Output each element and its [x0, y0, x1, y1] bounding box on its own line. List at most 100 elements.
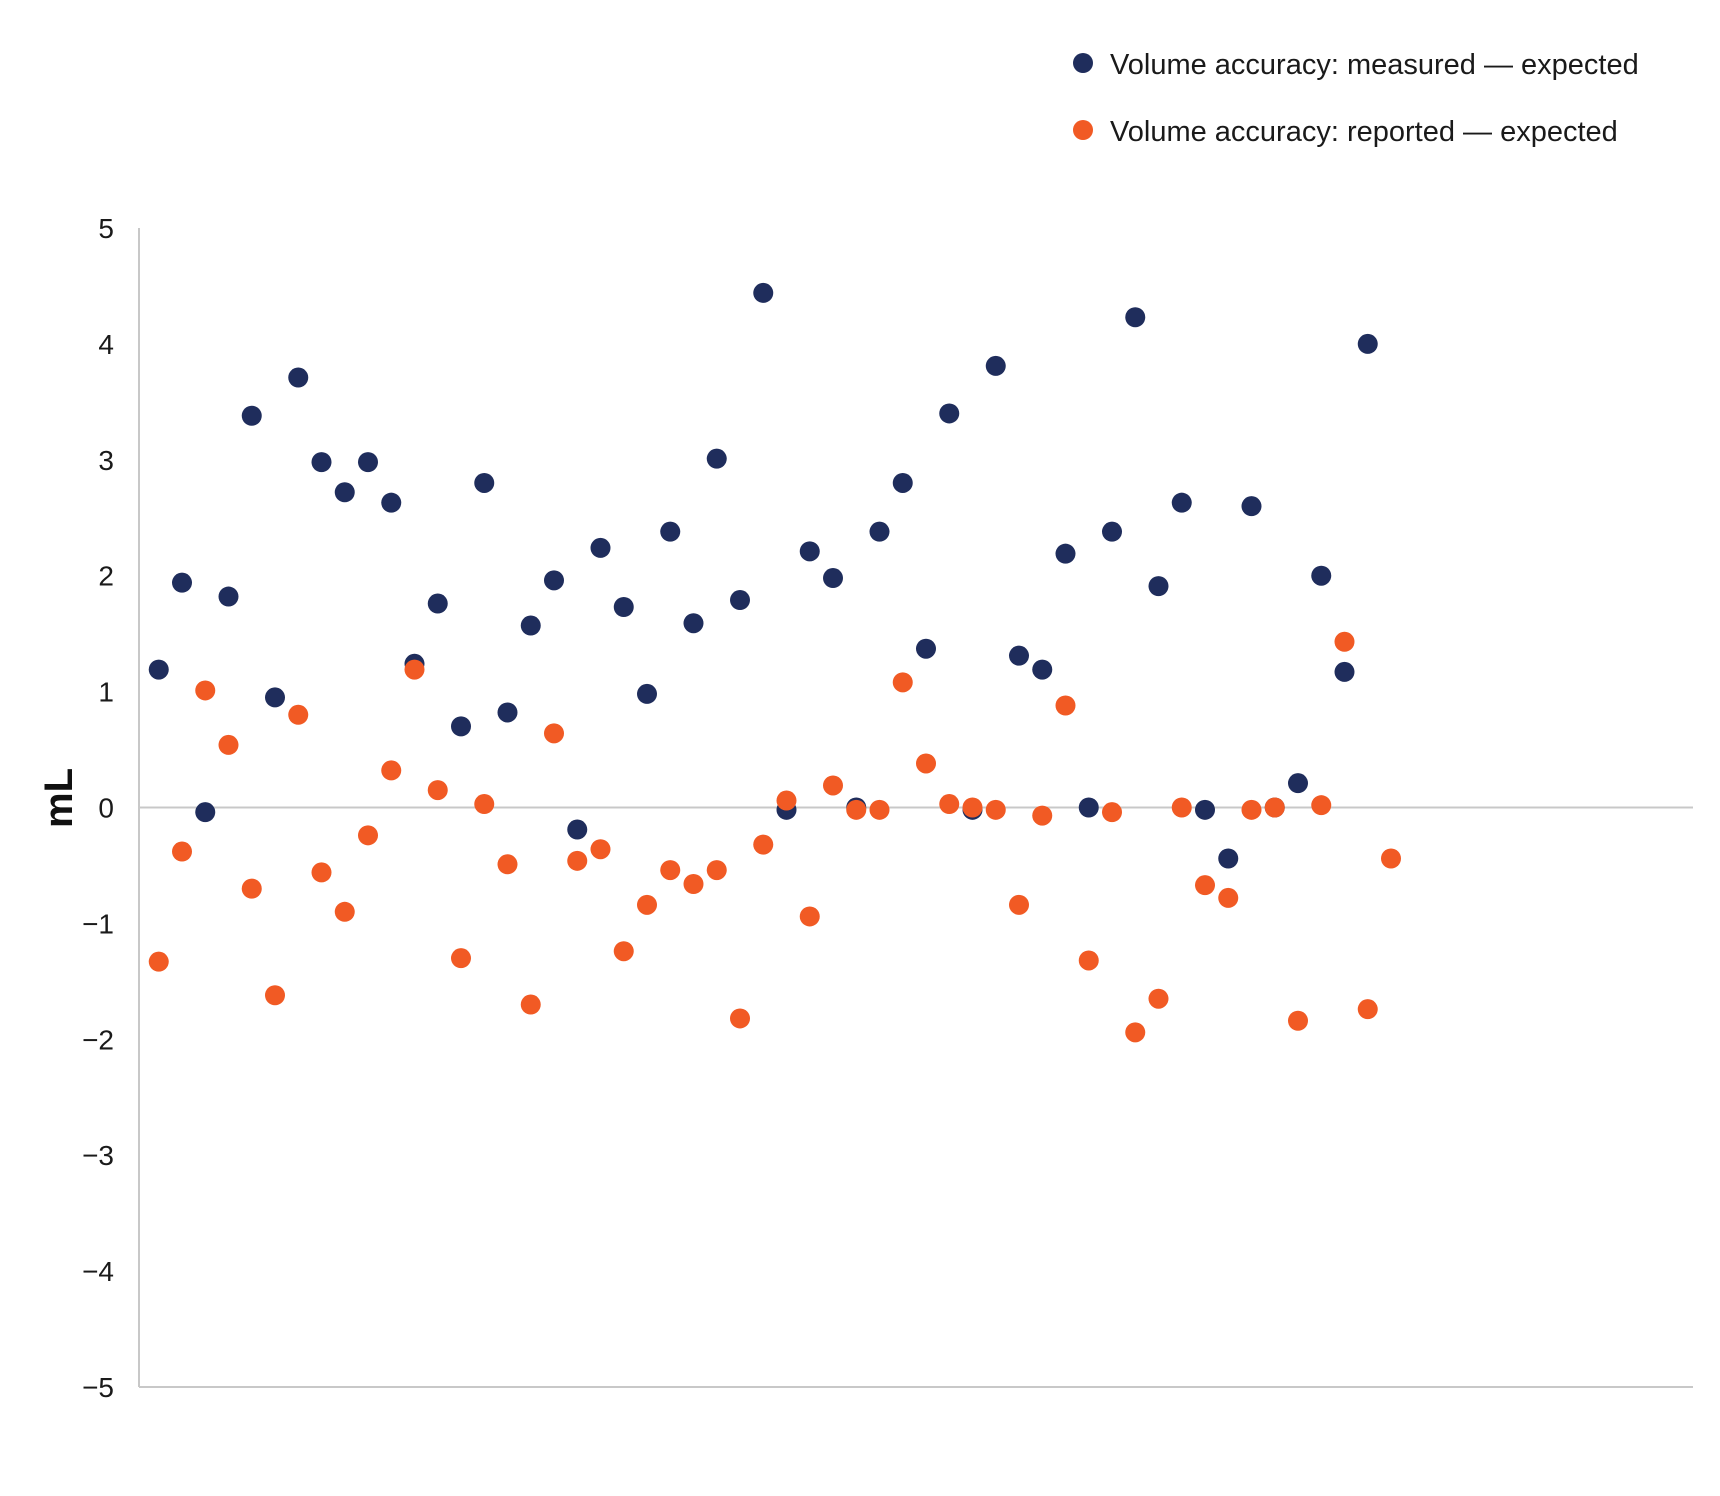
measured-point: [1078, 797, 1099, 818]
measured-point: [288, 367, 309, 388]
reported-point: [683, 873, 704, 894]
reported-point: [218, 734, 239, 755]
reported-point: [334, 901, 355, 922]
measured-point: [1125, 307, 1146, 328]
reported-point: [241, 878, 262, 899]
measured-point: [311, 452, 332, 473]
reported-point: [544, 723, 564, 744]
y-axis-title: mL: [37, 768, 81, 828]
measured-point: [1148, 576, 1169, 597]
reported-point: [706, 860, 727, 881]
reported-point: [265, 985, 285, 1006]
reported-point: [776, 790, 797, 811]
reported-point: [985, 799, 1006, 820]
reported-point: [939, 794, 960, 815]
measured-point: [520, 615, 541, 636]
reported-point: [799, 906, 820, 927]
reported-point: [1334, 631, 1355, 652]
reported-point: [1078, 950, 1099, 971]
measured-point: [706, 448, 727, 469]
reported-point: [1171, 797, 1192, 818]
measured-point: [451, 716, 471, 737]
reported-point: [892, 672, 913, 693]
reported-point: [567, 850, 588, 871]
y-tick-label: 2: [98, 561, 114, 592]
reported-point: [497, 854, 518, 875]
measured-point: [1334, 661, 1355, 682]
reported-point: [288, 704, 309, 725]
measured-point: [613, 596, 634, 617]
reported-point: [823, 775, 843, 796]
reported-point: [962, 797, 983, 818]
measured-point: [799, 541, 820, 562]
reported-point: [172, 841, 192, 862]
legend-label-reported: Volume accuracy: reported — expected: [1110, 116, 1618, 148]
reported-point: [358, 825, 378, 846]
measured-point: [474, 472, 495, 493]
measured-point: [358, 452, 378, 473]
y-axis-ticks: 5 4 3 2 1 0 −1 −2 −3 −4 −5: [82, 213, 114, 1403]
reported-point: [404, 659, 425, 680]
measured-point: [172, 572, 192, 593]
measured-point: [1218, 848, 1239, 869]
legend-item-reported[interactable]: Volume accuracy: reported — expected: [1073, 116, 1618, 148]
reported-point: [1102, 802, 1122, 823]
reported-point: [1381, 848, 1401, 869]
legend-marker-measured: [1073, 53, 1093, 73]
measured-point: [241, 405, 262, 426]
reported-point: [637, 894, 657, 915]
y-tick-label: −5: [82, 1372, 114, 1403]
reported-point: [660, 860, 681, 881]
legend-marker-reported: [1073, 120, 1093, 140]
measured-point: [1032, 659, 1053, 680]
reported-point: [1148, 988, 1169, 1009]
reported-point: [916, 753, 936, 774]
reported-point: [451, 948, 471, 969]
measured-point: [427, 593, 448, 614]
measured-point: [590, 537, 611, 558]
measured-point: [939, 403, 960, 424]
measured-point: [1288, 773, 1308, 794]
reported-point: [195, 680, 216, 701]
reported-point: [1055, 695, 1076, 716]
reported-point: [311, 862, 332, 883]
reported-point: [613, 941, 634, 962]
measured-point: [916, 638, 936, 659]
y-tick-label: 0: [98, 793, 114, 824]
y-tick-label: −2: [82, 1024, 114, 1055]
reported-point: [730, 1008, 750, 1029]
measured-point: [1195, 799, 1215, 820]
measured-point: [265, 687, 285, 708]
reported-point: [1009, 894, 1029, 915]
measured-point: [1102, 521, 1122, 542]
reported-point: [474, 794, 495, 815]
reported-point: [1241, 799, 1262, 820]
measured-point: [195, 802, 216, 823]
reported-point: [427, 780, 448, 801]
legend-label-measured: Volume accuracy: measured — expected: [1110, 49, 1639, 81]
reported-point: [869, 799, 890, 820]
measured-point: [218, 586, 239, 607]
reported-point: [1218, 887, 1239, 908]
legend-item-measured[interactable]: Volume accuracy: measured — expected: [1073, 49, 1639, 81]
measured-point: [985, 355, 1006, 376]
y-tick-label: −3: [82, 1140, 114, 1171]
measured-point: [753, 282, 774, 303]
measured-point: [148, 659, 169, 680]
reported-point: [520, 994, 541, 1015]
reported-point: [148, 951, 169, 972]
measured-point: [1009, 645, 1029, 666]
reported-point: [1032, 805, 1053, 826]
measured-point: [497, 702, 518, 723]
reported-point: [1311, 795, 1332, 816]
y-tick-label: 3: [98, 445, 114, 476]
reported-point: [1357, 999, 1378, 1020]
measured-point: [730, 590, 750, 611]
measured-point: [823, 568, 843, 589]
measured-point: [869, 521, 890, 542]
reported-point: [1288, 1010, 1308, 1031]
y-tick-label: 1: [98, 677, 114, 708]
measured-point: [334, 482, 355, 503]
measured-point: [544, 570, 564, 591]
